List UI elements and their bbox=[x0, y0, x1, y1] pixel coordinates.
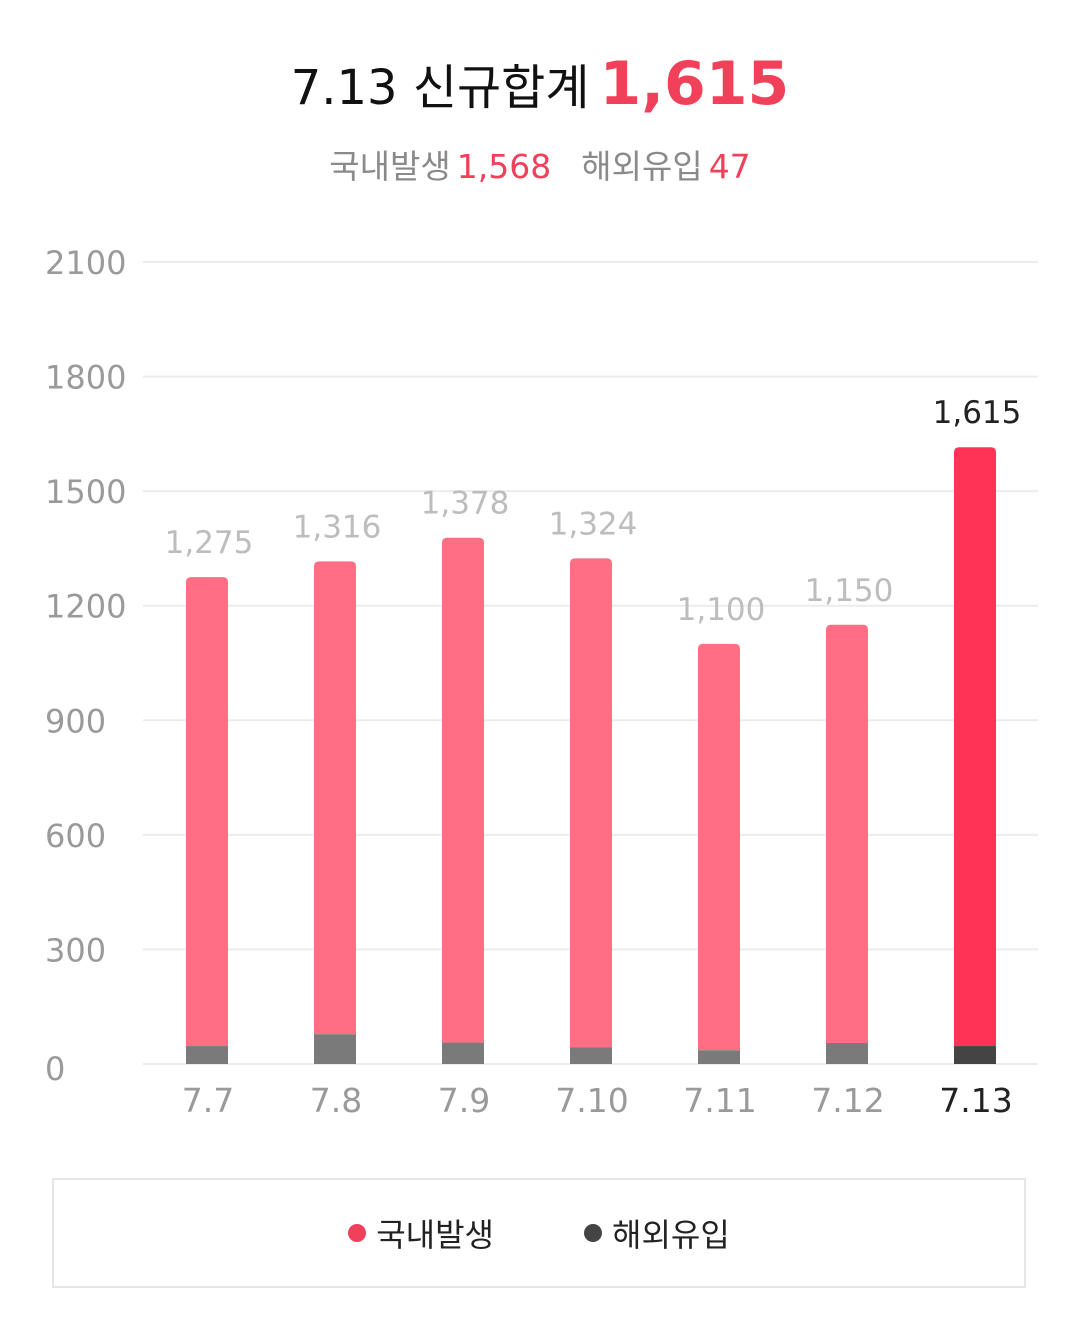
legend-label-domestic: 국내발생 bbox=[376, 1216, 494, 1254]
title-row: 7.13 신규합계 1,615 bbox=[0, 48, 1080, 119]
overseas-count: 47 bbox=[708, 147, 751, 186]
bar-domestic bbox=[954, 447, 996, 1047]
total-count: 1,615 bbox=[599, 49, 790, 119]
y-tick-label: 300 bbox=[45, 931, 106, 969]
x-tick-label: 7.7 bbox=[182, 1081, 234, 1120]
bar-overseas bbox=[442, 1042, 484, 1064]
y-tick-label: 2100 bbox=[45, 244, 126, 282]
y-tick-label: 1800 bbox=[45, 359, 126, 397]
bar-total-label: 1,324 bbox=[549, 506, 638, 542]
bar-domestic bbox=[826, 624, 868, 1043]
y-tick-label: 0 bbox=[45, 1050, 65, 1088]
bar-overseas bbox=[186, 1046, 228, 1064]
x-tick-label: 7.11 bbox=[683, 1081, 756, 1120]
legend-item-overseas: 해외유입 bbox=[584, 1210, 730, 1256]
bar-total-label: 1,275 bbox=[165, 525, 254, 561]
x-tick-label: 7.12 bbox=[811, 1081, 884, 1120]
legend-item-domestic: 국내발생 bbox=[348, 1210, 494, 1256]
y-tick-label: 1200 bbox=[45, 588, 126, 626]
bar-overseas bbox=[954, 1046, 996, 1064]
bar-chart: 0 300 600 900 1200 1500 1800 2100 1,275 7.7 1,316 7… bbox=[45, 244, 1038, 1120]
bar-overseas bbox=[698, 1050, 740, 1064]
y-tick-label: 1500 bbox=[45, 473, 126, 511]
domestic-count: 1,568 bbox=[456, 147, 552, 186]
x-tick-label: 7.8 bbox=[310, 1081, 362, 1120]
domestic-label: 국내발생 bbox=[329, 147, 451, 186]
chart-header: 7.13 신규합계 1,615 국내발생 1,568 해외유입 47 bbox=[0, 0, 1080, 200]
bar-overseas bbox=[826, 1042, 868, 1064]
y-tick-label: 900 bbox=[45, 702, 106, 740]
bar-total-label: 1,316 bbox=[293, 509, 382, 545]
bar-total-label: 1,378 bbox=[421, 486, 510, 522]
bar-overseas bbox=[570, 1047, 612, 1064]
breakdown-row: 국내발생 1,568 해외유입 47 bbox=[0, 140, 1080, 188]
bar-domestic bbox=[570, 558, 612, 1048]
x-tick-label: 7.10 bbox=[555, 1081, 628, 1120]
x-tick-label: 7.9 bbox=[438, 1081, 490, 1120]
bar-total-label: 1,100 bbox=[677, 592, 766, 628]
legend-swatch-domestic bbox=[348, 1224, 367, 1242]
legend: 국내발생 해외유입 bbox=[52, 1178, 1026, 1288]
legend-label-overseas: 해외유입 bbox=[612, 1216, 730, 1254]
bar-total-label: 1,615 bbox=[933, 395, 1022, 431]
bar-domestic bbox=[442, 537, 484, 1043]
bar-domestic bbox=[698, 643, 740, 1051]
overseas-label: 해외유입 bbox=[581, 147, 703, 186]
legend-swatch-overseas bbox=[584, 1224, 602, 1242]
y-tick-label: 600 bbox=[45, 817, 106, 855]
bar-total-label: 1,150 bbox=[805, 573, 894, 609]
bar-domestic bbox=[314, 561, 356, 1035]
x-tick-label: 7.13 bbox=[939, 1081, 1012, 1120]
bar-overseas bbox=[314, 1034, 356, 1064]
bar-domestic bbox=[186, 577, 228, 1047]
chart-title: 7.13 신규합계 bbox=[290, 60, 590, 116]
